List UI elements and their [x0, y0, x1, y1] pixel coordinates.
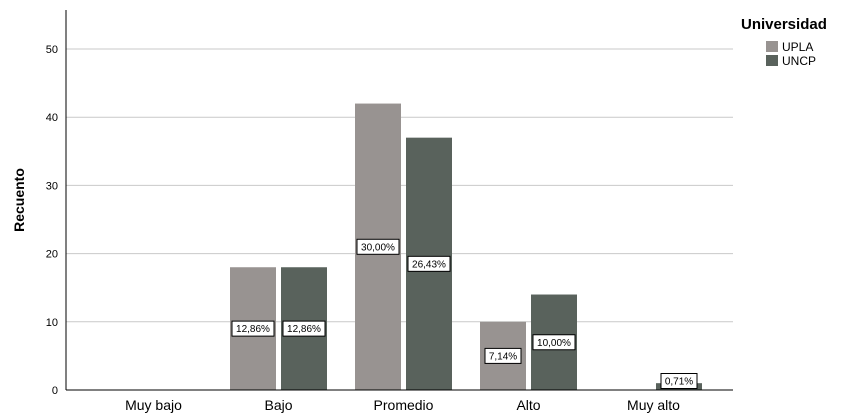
legend-label-uncp: UNCP — [782, 54, 816, 68]
data-label-text: 7,14% — [489, 351, 517, 362]
x-category-label: Muy bajo — [125, 397, 182, 413]
x-category-labels: Muy bajo Bajo Promedio Alto Muy alto — [125, 397, 680, 413]
data-label-box — [231, 320, 275, 337]
y-tick-label: 30 — [46, 180, 58, 192]
data-label-box — [407, 255, 451, 272]
x-category-label: Promedio — [374, 397, 434, 413]
y-tick-label: 40 — [46, 112, 58, 124]
data-label-upla-1: 12,86% — [231, 320, 275, 337]
data-label-text: 0,71% — [665, 377, 693, 388]
y-tick-label: 0 — [52, 385, 58, 397]
data-label-text: 26,43% — [412, 259, 446, 270]
bars — [230, 103, 702, 390]
y-tick-label: 10 — [46, 317, 58, 329]
data-labels: 12,86% 12,86% 30,00% 26,43% 7,14% 10,00% 0,71% — [231, 238, 698, 389]
data-label-uncp-2: 26,43% — [407, 255, 451, 272]
data-label-box — [282, 320, 326, 337]
y-tick-label: 20 — [46, 249, 58, 261]
legend-swatch-upla — [766, 41, 778, 52]
data-label-uncp-4: 0,71% — [660, 373, 698, 389]
data-label-upla-3: 7,14% — [484, 347, 522, 364]
legend-swatch-uncp — [766, 55, 778, 66]
data-label-uncp-1: 12,86% — [282, 320, 326, 337]
data-label-box — [484, 347, 522, 364]
x-category-label: Muy alto — [627, 397, 680, 413]
y-axis-label: Recuento — [11, 168, 27, 232]
y-tick-labels: 0 10 20 30 40 50 — [46, 44, 58, 397]
data-label-text: 10,00% — [537, 338, 571, 349]
data-label-text: 12,86% — [287, 324, 321, 335]
y-tick-label: 50 — [46, 44, 58, 56]
legend-title: Universidad — [741, 16, 827, 33]
legend-label-upla: UPLA — [782, 40, 813, 54]
data-label-uncp-3: 10,00% — [532, 334, 576, 351]
data-label-box — [660, 373, 698, 389]
x-category-label: Alto — [516, 397, 540, 413]
data-label-upla-2: 30,00% — [356, 238, 400, 255]
data-label-box — [356, 238, 400, 255]
data-label-text: 12,86% — [236, 324, 270, 335]
data-label-box — [532, 334, 576, 351]
x-category-label: Bajo — [264, 397, 292, 413]
data-label-text: 30,00% — [361, 242, 395, 253]
axes — [65, 10, 733, 391]
